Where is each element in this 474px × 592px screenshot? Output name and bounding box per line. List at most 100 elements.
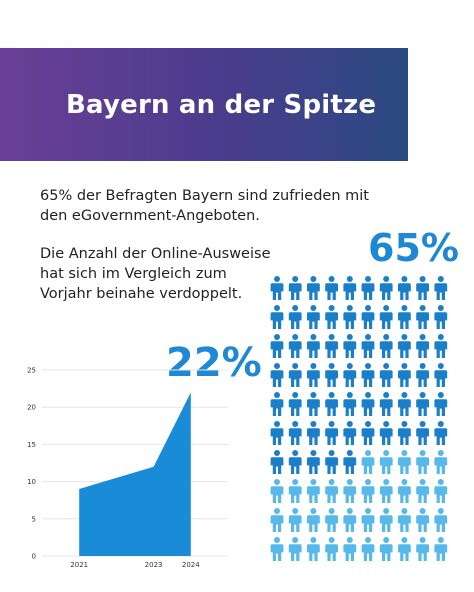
person-icon (343, 421, 357, 445)
person-icon (379, 537, 393, 561)
person-icon (398, 421, 411, 445)
person-icon (434, 305, 448, 329)
person-icon (434, 508, 448, 532)
person-icon (416, 305, 429, 329)
x-tick-label: 2023 (145, 561, 163, 569)
person-icon (307, 392, 320, 416)
person-icon (343, 363, 357, 387)
person-icon (343, 392, 357, 416)
person-icon (434, 392, 448, 416)
person-icon (288, 508, 302, 532)
person-icon (270, 421, 284, 445)
title-banner: Bayern an der Spitze (0, 48, 408, 161)
person-icon (307, 450, 320, 474)
people-pictogram (270, 276, 448, 561)
person-icon (416, 421, 429, 445)
person-icon (416, 537, 429, 561)
person-icon (307, 305, 320, 329)
y-tick-label: 25 (27, 367, 36, 375)
person-icon (270, 450, 284, 474)
person-icon (398, 334, 411, 358)
person-icon (270, 276, 284, 300)
person-icon (288, 392, 302, 416)
person-icon (325, 363, 338, 387)
person-icon (398, 276, 411, 300)
person-icon (416, 450, 429, 474)
person-icon (379, 276, 393, 300)
y-tick-label: 15 (27, 441, 36, 449)
person-icon (270, 479, 284, 503)
person-icon (325, 479, 338, 503)
person-icon (325, 508, 338, 532)
person-icon (398, 363, 411, 387)
person-icon (307, 334, 320, 358)
person-icon (325, 305, 338, 329)
person-icon (307, 508, 320, 532)
person-icon (379, 305, 393, 329)
satisfaction-text: 65% der Befragten Bayern sind zufrieden … (40, 188, 369, 224)
x-tick-label: 2021 (70, 561, 88, 569)
person-icon (343, 508, 357, 532)
person-icon (288, 334, 302, 358)
y-tick-label: 10 (27, 478, 36, 486)
person-icon (398, 479, 411, 503)
person-icon (325, 450, 338, 474)
person-icon (343, 450, 357, 474)
person-icon (379, 479, 393, 503)
person-icon (361, 421, 375, 445)
person-icon (270, 334, 284, 358)
person-icon (379, 392, 393, 416)
person-icon (325, 537, 338, 561)
id-cards-text: Die Anzahl der Online-Ausweise hat sich … (40, 246, 271, 302)
person-icon (416, 363, 429, 387)
person-icon (361, 479, 375, 503)
person-icon (361, 305, 375, 329)
y-tick-label: 20 (27, 404, 36, 412)
person-icon (434, 421, 448, 445)
person-icon (361, 450, 375, 474)
person-icon (343, 537, 357, 561)
person-icon (288, 421, 302, 445)
person-icon (434, 334, 448, 358)
person-icon (361, 392, 375, 416)
person-icon (307, 421, 320, 445)
person-icon (434, 537, 448, 561)
person-icon (343, 479, 357, 503)
person-icon (434, 276, 448, 300)
person-icon (361, 334, 375, 358)
person-icon (361, 276, 375, 300)
person-icon (361, 508, 375, 532)
person-icon (307, 479, 320, 503)
page-title: Bayern an der Spitze (66, 89, 377, 120)
person-icon (343, 305, 357, 329)
area-chart: 0 5 10 15 20 25 2021 2023 2024 (27, 367, 228, 569)
person-icon (361, 363, 375, 387)
person-icon (434, 450, 448, 474)
person-icon (398, 392, 411, 416)
person-icon (434, 363, 448, 387)
person-icon (416, 334, 429, 358)
y-tick-label: 5 (32, 515, 36, 523)
person-icon (288, 363, 302, 387)
person-icon (416, 479, 429, 503)
person-icon (416, 276, 429, 300)
person-icon (270, 392, 284, 416)
person-icon (379, 450, 393, 474)
y-tick-label: 0 (32, 553, 36, 561)
person-icon (398, 508, 411, 532)
person-icon (434, 479, 448, 503)
area-series (79, 392, 191, 556)
person-icon (416, 392, 429, 416)
person-icon (270, 537, 284, 561)
person-icon (398, 450, 411, 474)
person-icon (307, 363, 320, 387)
growth-percentage: 22% (166, 340, 262, 386)
person-icon (398, 305, 411, 329)
person-icon (270, 508, 284, 532)
person-icon (288, 305, 302, 329)
person-icon (307, 276, 320, 300)
person-icon (270, 363, 284, 387)
satisfied-percentage: 65% (368, 226, 459, 270)
person-icon (288, 276, 302, 300)
person-icon (379, 508, 393, 532)
